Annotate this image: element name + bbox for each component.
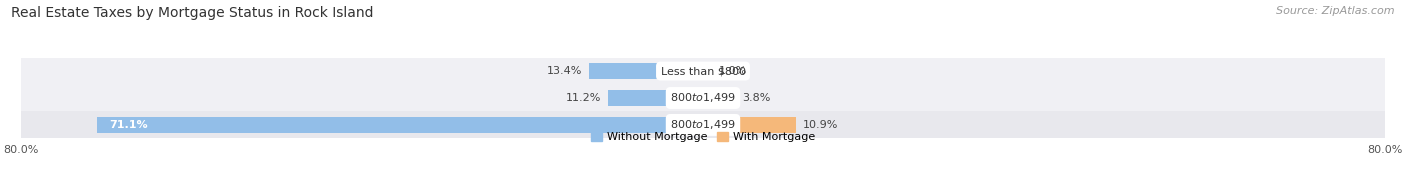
Bar <box>703 117 796 133</box>
Text: 13.4%: 13.4% <box>547 66 582 76</box>
Text: $800 to $1,499: $800 to $1,499 <box>671 118 735 132</box>
Text: 11.2%: 11.2% <box>565 93 600 103</box>
Text: 3.8%: 3.8% <box>742 93 770 103</box>
Text: $800 to $1,499: $800 to $1,499 <box>671 92 735 104</box>
Bar <box>21 84 1385 112</box>
Text: Source: ZipAtlas.com: Source: ZipAtlas.com <box>1277 6 1395 16</box>
Text: 10.9%: 10.9% <box>803 120 838 130</box>
Bar <box>589 63 703 79</box>
Bar <box>703 63 711 79</box>
Bar <box>21 112 1385 138</box>
Text: Real Estate Taxes by Mortgage Status in Rock Island: Real Estate Taxes by Mortgage Status in … <box>11 6 374 20</box>
Bar <box>97 117 703 133</box>
Bar <box>703 90 735 106</box>
Text: Less than $800: Less than $800 <box>661 66 745 76</box>
Text: 1.0%: 1.0% <box>718 66 747 76</box>
Legend: Without Mortgage, With Mortgage: Without Mortgage, With Mortgage <box>591 132 815 142</box>
Text: 71.1%: 71.1% <box>110 120 149 130</box>
Bar <box>21 58 1385 84</box>
Bar <box>607 90 703 106</box>
